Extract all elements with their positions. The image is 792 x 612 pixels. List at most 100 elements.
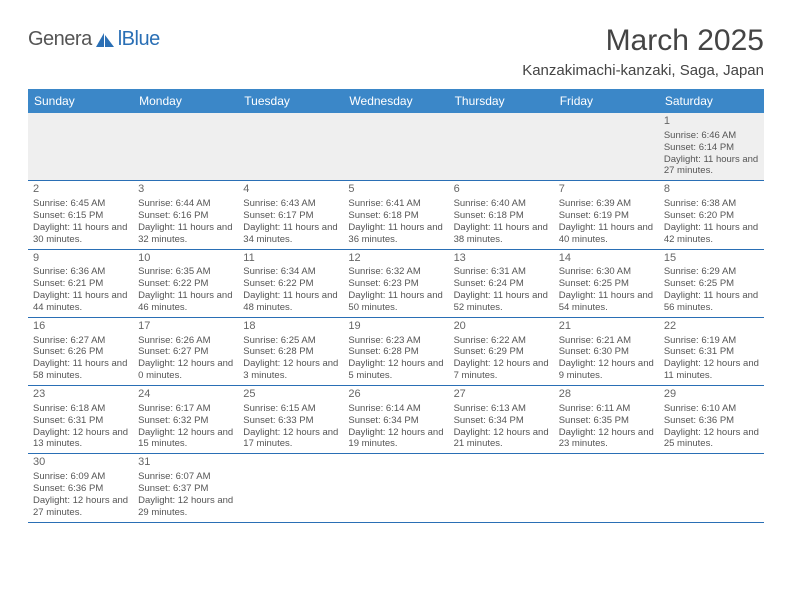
day-number: 29 bbox=[664, 388, 759, 402]
sunset-line: Sunset: 6:32 PM bbox=[138, 415, 233, 427]
daylight-line: Daylight: 11 hours and 52 minutes. bbox=[454, 290, 549, 314]
sunset-line: Sunset: 6:20 PM bbox=[664, 210, 759, 222]
sunrise-line: Sunrise: 6:36 AM bbox=[33, 266, 128, 278]
daylight-line: Daylight: 12 hours and 11 minutes. bbox=[664, 358, 759, 382]
daylight-line: Daylight: 11 hours and 34 minutes. bbox=[243, 222, 338, 246]
week-row: 9Sunrise: 6:36 AMSunset: 6:21 PMDaylight… bbox=[28, 250, 764, 318]
day-number: 5 bbox=[348, 183, 443, 197]
title-block: March 2025 Kanzakimachi-kanzaki, Saga, J… bbox=[522, 24, 764, 79]
day-cell: 28Sunrise: 6:11 AMSunset: 6:35 PMDayligh… bbox=[554, 386, 659, 453]
day-cell: 11Sunrise: 6:34 AMSunset: 6:22 PMDayligh… bbox=[238, 250, 343, 317]
day-cell: 18Sunrise: 6:25 AMSunset: 6:28 PMDayligh… bbox=[238, 318, 343, 385]
day-cell: 24Sunrise: 6:17 AMSunset: 6:32 PMDayligh… bbox=[133, 386, 238, 453]
daylight-line: Daylight: 12 hours and 15 minutes. bbox=[138, 427, 233, 451]
day-cell: 22Sunrise: 6:19 AMSunset: 6:31 PMDayligh… bbox=[659, 318, 764, 385]
page-root: Genera lBlue March 2025 Kanzakimachi-kan… bbox=[0, 0, 792, 523]
dayhead-thu: Thursday bbox=[449, 89, 554, 113]
daylight-line: Daylight: 11 hours and 54 minutes. bbox=[559, 290, 654, 314]
daylight-line: Daylight: 12 hours and 5 minutes. bbox=[348, 358, 443, 382]
empty-cell bbox=[449, 113, 554, 180]
day-number: 15 bbox=[664, 252, 759, 266]
day-cell: 2Sunrise: 6:45 AMSunset: 6:15 PMDaylight… bbox=[28, 181, 133, 248]
daylight-line: Daylight: 12 hours and 0 minutes. bbox=[138, 358, 233, 382]
calendar-header-row: Sunday Monday Tuesday Wednesday Thursday… bbox=[28, 89, 764, 113]
sunset-line: Sunset: 6:18 PM bbox=[348, 210, 443, 222]
day-number: 30 bbox=[33, 456, 128, 470]
sunset-line: Sunset: 6:29 PM bbox=[454, 346, 549, 358]
logo-text-part1: Genera bbox=[28, 28, 92, 51]
day-cell: 26Sunrise: 6:14 AMSunset: 6:34 PMDayligh… bbox=[343, 386, 448, 453]
sunset-line: Sunset: 6:22 PM bbox=[243, 278, 338, 290]
sunset-line: Sunset: 6:14 PM bbox=[664, 142, 759, 154]
day-cell: 17Sunrise: 6:26 AMSunset: 6:27 PMDayligh… bbox=[133, 318, 238, 385]
daylight-line: Daylight: 12 hours and 7 minutes. bbox=[454, 358, 549, 382]
daylight-line: Daylight: 12 hours and 25 minutes. bbox=[664, 427, 759, 451]
sunrise-line: Sunrise: 6:11 AM bbox=[559, 403, 654, 415]
dayhead-fri: Friday bbox=[554, 89, 659, 113]
daylight-line: Daylight: 11 hours and 50 minutes. bbox=[348, 290, 443, 314]
sunrise-line: Sunrise: 6:35 AM bbox=[138, 266, 233, 278]
sunset-line: Sunset: 6:25 PM bbox=[664, 278, 759, 290]
sunrise-line: Sunrise: 6:14 AM bbox=[348, 403, 443, 415]
daylight-line: Daylight: 12 hours and 9 minutes. bbox=[559, 358, 654, 382]
day-number: 16 bbox=[33, 320, 128, 334]
day-number: 2 bbox=[33, 183, 128, 197]
day-number: 28 bbox=[559, 388, 654, 402]
day-number: 24 bbox=[138, 388, 233, 402]
day-cell: 27Sunrise: 6:13 AMSunset: 6:34 PMDayligh… bbox=[449, 386, 554, 453]
sunset-line: Sunset: 6:27 PM bbox=[138, 346, 233, 358]
header: Genera lBlue March 2025 Kanzakimachi-kan… bbox=[28, 24, 764, 79]
sunset-line: Sunset: 6:35 PM bbox=[559, 415, 654, 427]
daylight-line: Daylight: 11 hours and 44 minutes. bbox=[33, 290, 128, 314]
daylight-line: Daylight: 11 hours and 58 minutes. bbox=[33, 358, 128, 382]
page-subtitle: Kanzakimachi-kanzaki, Saga, Japan bbox=[522, 62, 764, 79]
sunrise-line: Sunrise: 6:18 AM bbox=[33, 403, 128, 415]
daylight-line: Daylight: 12 hours and 13 minutes. bbox=[33, 427, 128, 451]
day-cell: 21Sunrise: 6:21 AMSunset: 6:30 PMDayligh… bbox=[554, 318, 659, 385]
empty-cell bbox=[449, 454, 554, 521]
day-number: 31 bbox=[138, 456, 233, 470]
day-cell: 6Sunrise: 6:40 AMSunset: 6:18 PMDaylight… bbox=[449, 181, 554, 248]
day-cell: 20Sunrise: 6:22 AMSunset: 6:29 PMDayligh… bbox=[449, 318, 554, 385]
day-number: 14 bbox=[559, 252, 654, 266]
sunset-line: Sunset: 6:28 PM bbox=[243, 346, 338, 358]
sunset-line: Sunset: 6:37 PM bbox=[138, 483, 233, 495]
sunrise-line: Sunrise: 6:29 AM bbox=[664, 266, 759, 278]
daylight-line: Daylight: 11 hours and 36 minutes. bbox=[348, 222, 443, 246]
daylight-line: Daylight: 12 hours and 21 minutes. bbox=[454, 427, 549, 451]
day-number: 3 bbox=[138, 183, 233, 197]
sunrise-line: Sunrise: 6:07 AM bbox=[138, 471, 233, 483]
sunrise-line: Sunrise: 6:34 AM bbox=[243, 266, 338, 278]
sunrise-line: Sunrise: 6:30 AM bbox=[559, 266, 654, 278]
sunrise-line: Sunrise: 6:23 AM bbox=[348, 335, 443, 347]
day-number: 19 bbox=[348, 320, 443, 334]
day-cell: 15Sunrise: 6:29 AMSunset: 6:25 PMDayligh… bbox=[659, 250, 764, 317]
day-number: 12 bbox=[348, 252, 443, 266]
empty-cell bbox=[343, 113, 448, 180]
calendar: Sunday Monday Tuesday Wednesday Thursday… bbox=[28, 89, 764, 523]
sunset-line: Sunset: 6:28 PM bbox=[348, 346, 443, 358]
day-number: 25 bbox=[243, 388, 338, 402]
day-cell: 25Sunrise: 6:15 AMSunset: 6:33 PMDayligh… bbox=[238, 386, 343, 453]
day-cell: 30Sunrise: 6:09 AMSunset: 6:36 PMDayligh… bbox=[28, 454, 133, 521]
sunset-line: Sunset: 6:18 PM bbox=[454, 210, 549, 222]
day-cell: 9Sunrise: 6:36 AMSunset: 6:21 PMDaylight… bbox=[28, 250, 133, 317]
day-cell: 19Sunrise: 6:23 AMSunset: 6:28 PMDayligh… bbox=[343, 318, 448, 385]
sunset-line: Sunset: 6:36 PM bbox=[33, 483, 128, 495]
sunrise-line: Sunrise: 6:46 AM bbox=[664, 130, 759, 142]
day-number: 23 bbox=[33, 388, 128, 402]
day-cell: 5Sunrise: 6:41 AMSunset: 6:18 PMDaylight… bbox=[343, 181, 448, 248]
sunrise-line: Sunrise: 6:40 AM bbox=[454, 198, 549, 210]
day-cell: 16Sunrise: 6:27 AMSunset: 6:26 PMDayligh… bbox=[28, 318, 133, 385]
page-title: March 2025 bbox=[522, 24, 764, 58]
empty-cell bbox=[238, 113, 343, 180]
sunset-line: Sunset: 6:22 PM bbox=[138, 278, 233, 290]
sunrise-line: Sunrise: 6:38 AM bbox=[664, 198, 759, 210]
sunrise-line: Sunrise: 6:43 AM bbox=[243, 198, 338, 210]
week-row: 1Sunrise: 6:46 AMSunset: 6:14 PMDaylight… bbox=[28, 113, 764, 181]
day-number: 13 bbox=[454, 252, 549, 266]
day-number: 22 bbox=[664, 320, 759, 334]
sunrise-line: Sunrise: 6:32 AM bbox=[348, 266, 443, 278]
empty-cell bbox=[133, 113, 238, 180]
sunrise-line: Sunrise: 6:19 AM bbox=[664, 335, 759, 347]
